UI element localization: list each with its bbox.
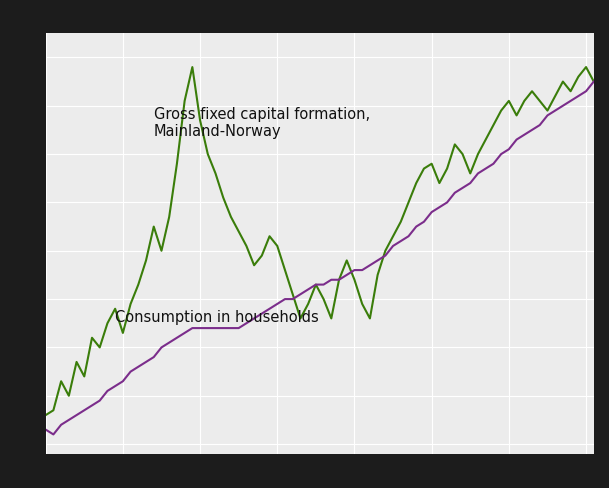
Text: Consumption in households: Consumption in households: [115, 309, 319, 324]
Text: Gross fixed capital formation,
Mainland-Norway: Gross fixed capital formation, Mainland-…: [153, 106, 370, 139]
